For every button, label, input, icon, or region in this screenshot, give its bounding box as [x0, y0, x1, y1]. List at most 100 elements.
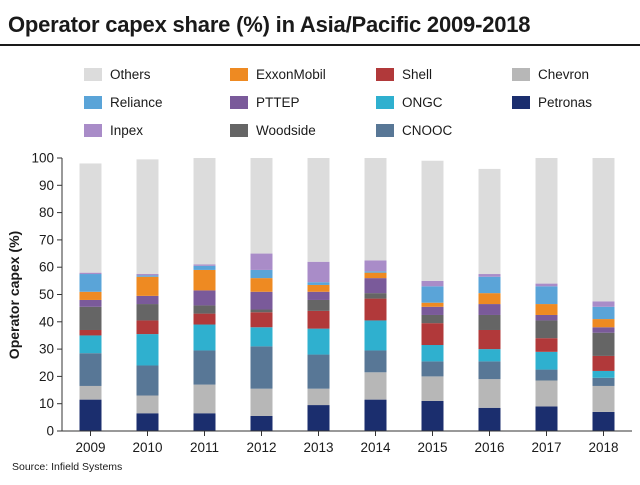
legend-swatch-others [84, 67, 102, 81]
legend-swatch-inpex [84, 123, 102, 137]
bar-woodside-2013 [307, 299, 330, 311]
bar-reliance-2018 [592, 306, 615, 320]
bar-ongc-2013 [307, 328, 330, 355]
bar-woodside-2015 [421, 314, 444, 324]
legend-item-cnooc: CNOOC [376, 122, 452, 138]
bar-others-2018 [592, 158, 615, 302]
bar-inpex-2011 [193, 264, 216, 266]
bar-reliance-2017 [535, 286, 558, 305]
title-divider [0, 44, 640, 46]
legend-label-shell: Shell [402, 66, 433, 82]
legend-item-reliance: Reliance [84, 94, 163, 110]
bar-petronas-2012 [250, 415, 273, 431]
bar-inpex-2016 [478, 274, 501, 277]
bar-woodside-2009 [79, 306, 102, 330]
bar-petronas-2009 [79, 399, 102, 431]
bar-others-2015 [421, 160, 444, 281]
bar-others-2016 [478, 168, 501, 275]
bar-chevron-2009 [79, 385, 102, 400]
y-tick-label: 100 [31, 151, 54, 166]
legend-swatch-cnooc [376, 123, 394, 137]
bar-shell-2012 [250, 312, 273, 328]
legend-item-others: Others [84, 66, 151, 82]
bar-shell-2014 [364, 298, 387, 321]
bar-exxonmobil-2012 [250, 278, 273, 292]
bar-chevron-2010 [136, 395, 159, 414]
bar-ongc-2016 [478, 349, 501, 362]
legend-swatch-shell [376, 67, 394, 81]
legend-item-chevron: Chevron [512, 66, 589, 82]
legend-label-ongc: ONGC [402, 94, 443, 110]
bar-chevron-2011 [193, 384, 216, 414]
bar-inpex-2014 [364, 260, 387, 272]
legend-item-petronas: Petronas [512, 94, 592, 110]
bar-cnooc-2012 [250, 346, 273, 389]
bar-petronas-2010 [136, 413, 159, 431]
bar-cnooc-2015 [421, 361, 444, 377]
bar-petronas-2011 [193, 413, 216, 431]
x-tick-label: 2016 [474, 440, 504, 455]
x-tick-label: 2012 [246, 440, 276, 455]
bar-cnooc-2014 [364, 350, 387, 373]
y-tick-label: 80 [39, 205, 54, 220]
x-tick-label: 2010 [132, 440, 162, 455]
chart-title: Operator capex share (%) in Asia/Pacific… [8, 12, 531, 37]
bar-woodside-2017 [535, 320, 558, 339]
bar-chevron-2018 [592, 385, 615, 412]
legend-label-inpex: Inpex [110, 122, 144, 138]
bar-reliance-2011 [193, 265, 216, 270]
bar-others-2012 [250, 158, 273, 254]
bar-pttep-2012 [250, 291, 273, 310]
source-note: Source: Infield Systems [12, 461, 123, 473]
bar-cnooc-2010 [136, 365, 159, 396]
bar-reliance-2012 [250, 269, 273, 279]
bar-pttep-2017 [535, 314, 558, 321]
bar-woodside-2014 [364, 293, 387, 299]
x-tick-label: 2011 [190, 440, 219, 455]
legend-item-woodside: Woodside [230, 122, 316, 138]
bar-shell-2015 [421, 323, 444, 346]
legend-swatch-ongc [376, 95, 394, 109]
bar-inpex-2010 [136, 274, 159, 276]
stacked-bar-chart: 0 10 20 30 40 50 60 70 80 90 100 2009 2010 2011 2012 20… [31, 151, 632, 455]
y-tick-label: 60 [39, 260, 54, 275]
bar-ongc-2017 [535, 351, 558, 370]
bar-chevron-2017 [535, 380, 558, 407]
legend-swatch-woodside [230, 123, 248, 137]
bar-inpex-2013 [307, 261, 330, 283]
bar-woodside-2010 [136, 304, 159, 321]
bar-others-2014 [364, 158, 387, 261]
x-tick-label: 2017 [531, 440, 561, 455]
bar-exxonmobil-2011 [193, 269, 216, 291]
bar-exxonmobil-2018 [592, 319, 615, 328]
bar-others-2010 [136, 159, 159, 275]
bar-reliance-2009 [79, 274, 102, 292]
legend-label-exxonmobil: ExxonMobil [256, 66, 326, 82]
bar-chevron-2016 [478, 379, 501, 408]
bar-cnooc-2009 [79, 353, 102, 386]
bar-exxonmobil-2013 [307, 284, 330, 292]
legend-label-petronas: Petronas [538, 94, 593, 110]
bar-pttep-2016 [478, 304, 501, 315]
bar-pttep-2014 [364, 278, 387, 294]
legend-label-chevron: Chevron [538, 66, 590, 82]
bar-reliance-2010 [136, 275, 159, 277]
bar-inpex-2015 [421, 280, 444, 287]
legend-swatch-exxonmobil [230, 67, 248, 81]
bar-inpex-2017 [535, 283, 558, 287]
bar-chevron-2013 [307, 388, 330, 406]
y-tick-label: 0 [46, 424, 54, 439]
bar-pttep-2011 [193, 290, 216, 306]
bar-exxonmobil-2014 [364, 272, 387, 279]
y-tick-label: 50 [39, 287, 54, 302]
bar-chevron-2014 [364, 372, 387, 400]
bar-shell-2009 [79, 329, 102, 336]
bar-cnooc-2013 [307, 354, 330, 389]
bar-exxonmobil-2016 [478, 293, 501, 305]
bar-pttep-2013 [307, 291, 330, 300]
chart-legend: Others ExxonMobil Shell Chevron Reliance PTTE… [84, 66, 640, 150]
bar-reliance-2013 [307, 282, 330, 285]
bar-petronas-2017 [535, 406, 558, 431]
bar-shell-2017 [535, 338, 558, 352]
x-tick-label: 2013 [303, 440, 333, 455]
